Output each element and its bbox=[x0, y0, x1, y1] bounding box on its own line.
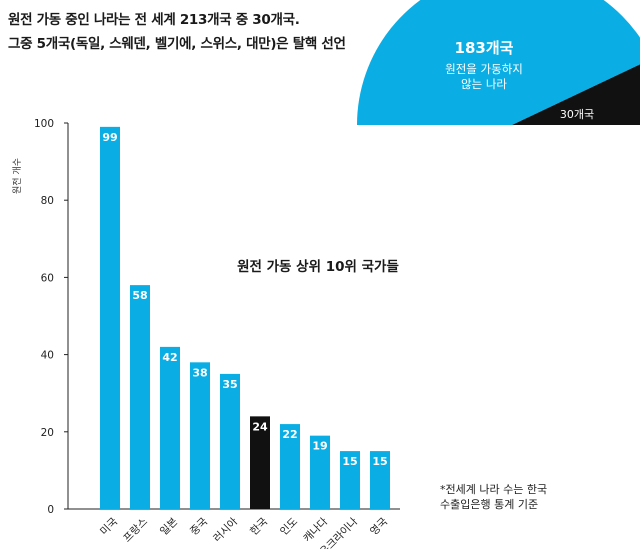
y-tick-label: 80 bbox=[41, 195, 54, 207]
bar-value-label: 42 bbox=[162, 351, 177, 364]
x-tick-label: 영국 bbox=[368, 515, 390, 537]
headline: 원전 가동 중인 나라는 전 세계 213개국 중 30개국. 그중 5개국(독… bbox=[8, 8, 388, 56]
bar bbox=[220, 373, 240, 509]
bar bbox=[340, 451, 360, 509]
source-note-line-2: 수출입은행 통계 기준 bbox=[440, 498, 539, 511]
x-tick-label: 중국 bbox=[188, 515, 210, 537]
bar bbox=[190, 362, 210, 509]
x-tick-label: 한국 bbox=[248, 515, 270, 537]
bar bbox=[280, 424, 300, 509]
y-tick-label: 20 bbox=[41, 427, 54, 439]
bar bbox=[130, 285, 150, 509]
bar bbox=[310, 435, 330, 509]
bars: 99미국58프랑스42일본38중국35러시아24한국22인도19캐나다15우크라… bbox=[98, 126, 390, 549]
x-tick-label: 인도 bbox=[278, 515, 300, 537]
y-tick-label: 100 bbox=[34, 118, 54, 130]
bar-value-label: 35 bbox=[222, 378, 237, 391]
x-tick-label: 일본 bbox=[157, 515, 180, 538]
source-note: *전세계 나라 수는 한국 수출입은행 통계 기준 bbox=[440, 482, 590, 512]
bar-value-label: 15 bbox=[372, 455, 387, 468]
bar-value-label: 22 bbox=[282, 428, 297, 441]
bar-value-label: 99 bbox=[102, 131, 117, 144]
y-tick-label: 0 bbox=[47, 504, 54, 516]
x-tick-label: 러시아 bbox=[211, 515, 240, 544]
y-tick-label: 40 bbox=[41, 350, 54, 362]
pie-label-non-operating-count: 183개국 bbox=[455, 39, 514, 57]
bar-value-label: 58 bbox=[132, 289, 147, 302]
bar bbox=[100, 126, 120, 510]
pie-label-non-operating-desc-2: 않는 나라 bbox=[461, 77, 507, 91]
source-note-line-1: *전세계 나라 수는 한국 bbox=[440, 483, 548, 496]
chart-title: 원전 가동 상위 10위 국가들 bbox=[237, 258, 399, 275]
x-tick-label: 미국 bbox=[98, 515, 120, 537]
headline-line-1: 원전 가동 중인 나라는 전 세계 213개국 중 30개국. bbox=[8, 12, 300, 28]
pie-label-operating-count: 30개국 bbox=[560, 108, 594, 121]
bar-value-label: 19 bbox=[312, 440, 327, 453]
y-tick-label: 60 bbox=[41, 272, 54, 284]
pie-slice-non-operating bbox=[357, 0, 640, 125]
pie-slice-operating bbox=[512, 64, 640, 125]
bar bbox=[370, 451, 390, 509]
headline-line-2: 그중 5개국(독일, 스웨덴, 벨기에, 스위스, 대만)은 탈핵 선언 bbox=[8, 36, 346, 52]
bar bbox=[250, 416, 270, 509]
pie-label-non-operating-desc-1: 원전을 가동하지 bbox=[445, 62, 523, 76]
x-tick-label: 프랑스 bbox=[121, 515, 150, 544]
y-axis-label: 원전 개수 bbox=[12, 158, 23, 194]
bar-value-label: 15 bbox=[342, 455, 357, 468]
bar bbox=[160, 346, 180, 509]
bar-value-label: 38 bbox=[192, 366, 207, 379]
bar-value-label: 24 bbox=[252, 420, 268, 433]
